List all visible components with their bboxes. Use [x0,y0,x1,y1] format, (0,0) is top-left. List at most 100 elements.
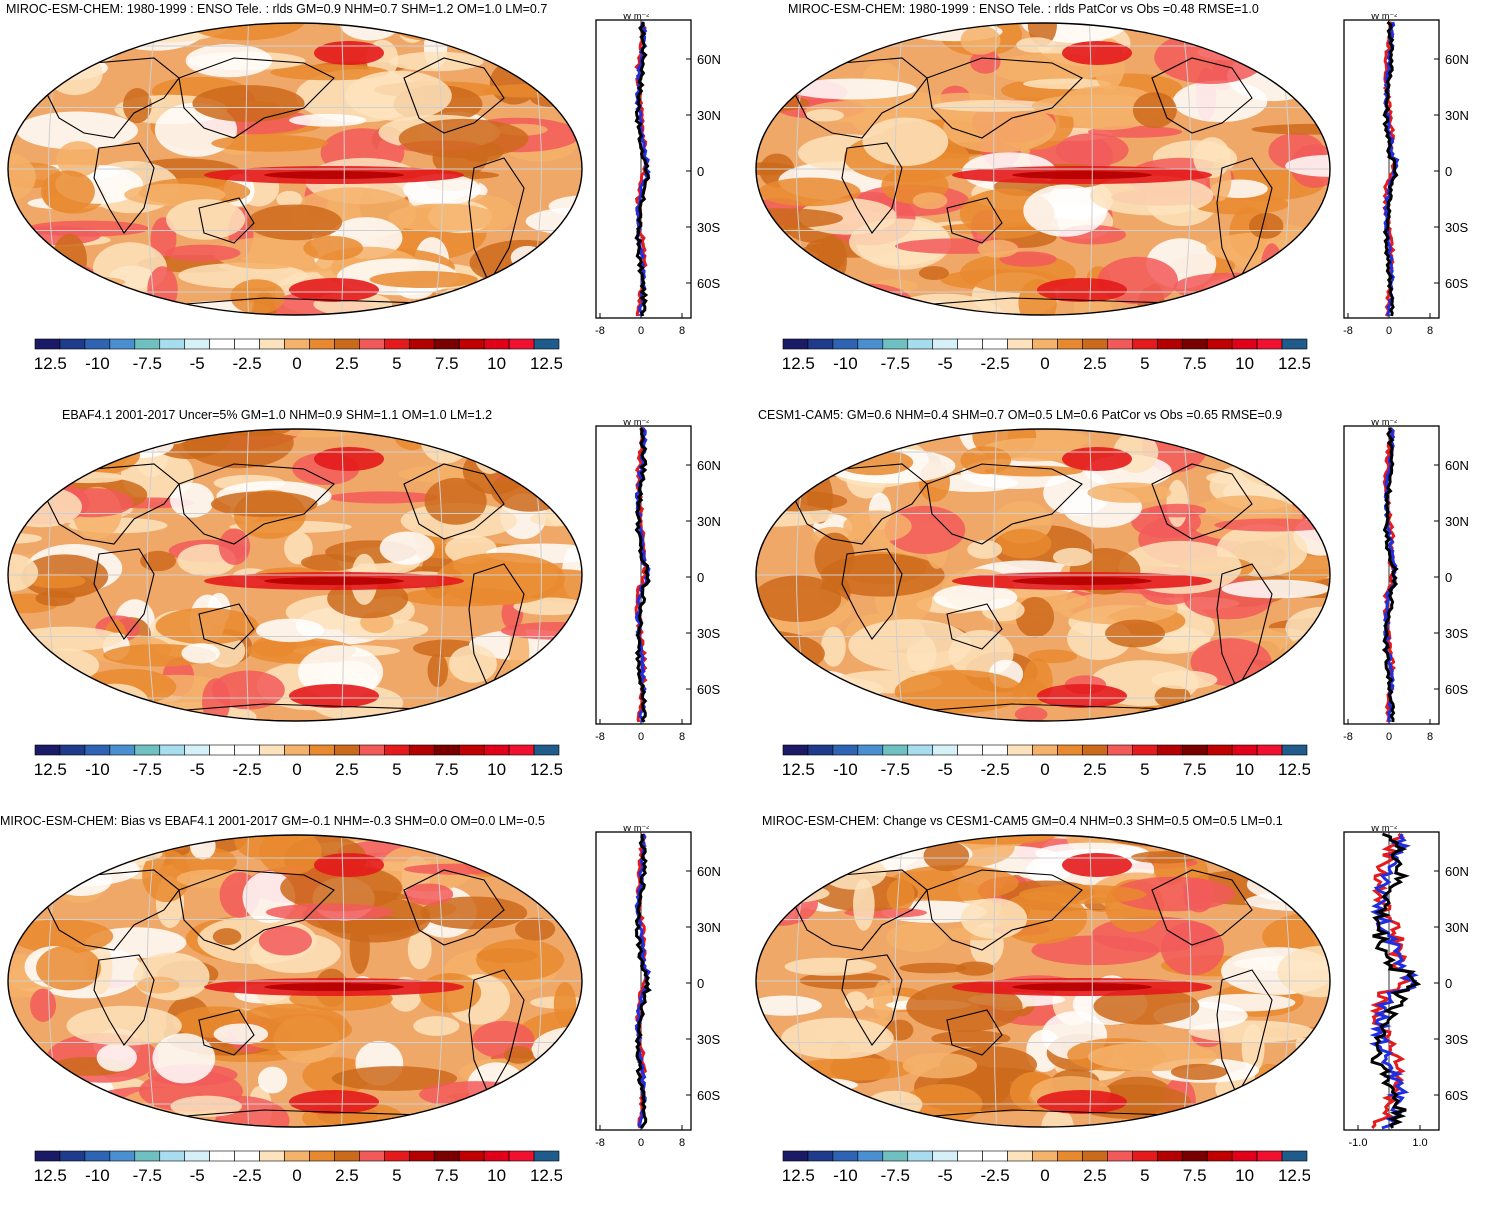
anomaly-patch [18,852,140,887]
anomaly-patch [257,1066,288,1094]
colorbar-label: -5 [938,354,953,372]
anomaly-patch [34,433,141,477]
anomaly-patch [552,274,582,291]
colorbar-label: 0 [1040,1166,1049,1184]
colorbar-swatch [1256,1150,1283,1162]
anomaly-patch [61,23,85,68]
anomaly-patch [35,590,76,607]
colorbar-swatch [932,338,958,350]
panel-title: MIROC-ESM-CHEM: Bias vs EBAF4.1 2001-201… [0,814,545,828]
anomaly-patch [265,903,394,921]
anomaly-patch [1285,154,1330,177]
anomaly-patch [369,271,478,289]
anomaly-patch [212,670,285,710]
colorbar-swatch [184,744,210,756]
anomaly-patch [258,926,312,956]
anomaly-patch [756,23,814,26]
colorbar-swatch [932,744,958,756]
colorbar-label: 7.5 [1183,354,1207,372]
colorbar-label: -5 [190,1166,205,1184]
anomaly-patch [289,113,367,127]
coastline [841,548,903,640]
graticule-lon [341,23,345,315]
map-panel-1: MIROC-ESM-CHEM: 1980-1999 : ENSO Tele. :… [0,0,742,394]
y-tick-label: 0 [697,976,704,991]
anomaly-patch [1251,123,1330,135]
colorbar-label: 10 [487,354,506,372]
anomaly-patch [11,429,63,445]
graticule-lon [146,23,156,315]
x-tick-label: -8 [595,731,605,740]
colorbar: -12.5 -10 -7.5 -5 -2.5 0 2.5 5 7.5 10 12.5 [34,744,562,778]
anomaly-patch [1131,851,1198,864]
coastline [926,57,1083,139]
anomaly-patch [984,465,1083,477]
zonal-plot-frame [595,425,692,725]
equatorial-core [1012,171,1152,179]
x-tick-label: 0 [1386,731,1392,740]
anomaly-patch [30,286,117,315]
anomaly-patch [387,203,499,233]
anomaly-patch [1014,706,1048,721]
coastline [1151,57,1253,134]
zonal-unit: W m⁻² [623,826,649,833]
zonal-mean-line [634,21,651,317]
anomaly-patch [1212,23,1324,35]
coastline [43,57,180,139]
colorbar-swatch [533,1150,560,1162]
anomaly-patch [256,618,325,643]
colorbar-label: -10 [833,760,858,778]
antarctic-anomaly [289,278,379,302]
anomaly-patch [213,237,319,270]
coastline [403,57,505,134]
colorbar-label: 10 [487,760,506,778]
anomaly-patch [303,236,364,261]
anomaly-patch [955,961,996,976]
anomaly-patch [439,695,558,721]
colorbar-swatch [1181,1150,1208,1162]
zonal-unit: W m⁻² [1371,826,1397,833]
zonal-mean-plot: W m⁻² 60N 30N 0 30S 60S -8 0 8 [595,826,721,1146]
colorbar-swatch [458,1150,485,1162]
colorbar-label: 0 [1040,760,1049,778]
colorbar: -12.5 -10 -7.5 -5 -2.5 0 2.5 5 7.5 10 12.5 [782,338,1310,372]
colorbar-label: 12.5 [1278,1166,1310,1184]
colorbar-label: -10 [85,1166,110,1184]
panel-title: CESM1-CAM5: GM=0.6 NHM=0.4 SHM=0.7 OM=0.… [758,408,1283,422]
anomaly-patch [1027,23,1057,46]
colorbar-label: 10 [1235,1166,1254,1184]
y-tick-label: 60S [697,682,720,697]
robinson-map [755,22,1331,316]
map-panel-6: MIROC-ESM-CHEM: Change vs CESM1-CAM5 GM=… [748,812,1485,1206]
anomaly-patch [413,1016,460,1036]
anomaly-patch [398,118,529,159]
colorbar-label: 0 [292,760,301,778]
graticule-lon [894,23,904,315]
anomaly-patch [1279,878,1330,905]
anomaly-patch [147,266,178,313]
colorbar-label: 2.5 [1083,1166,1107,1184]
anomaly-patch [889,864,1019,902]
colorbar-label: 2.5 [1083,760,1107,778]
colorbar-swatch [259,744,285,756]
colorbar-swatch [1231,1150,1258,1162]
y-tick-label: 30N [1445,514,1469,529]
colorbar-swatch [359,338,385,350]
colorbar-swatch [832,1150,859,1162]
colorbar-swatch [209,338,235,350]
colorbar-swatch [1107,338,1133,350]
coastline [93,954,155,1046]
colorbar-swatch [782,744,809,756]
anomaly-patch [1287,74,1330,89]
zonal-plot-frame [595,831,692,1131]
antarctic-anomaly [1037,1090,1127,1114]
anomaly-patch [8,463,76,484]
colorbar-swatch [1057,1150,1083,1162]
anomaly-patch [11,626,122,652]
colorbar-label: 0 [292,1166,301,1184]
anomaly-patch [41,1107,143,1127]
anomaly-patch [507,459,582,474]
coastline [1216,969,1273,1097]
anomaly-patch [15,835,54,866]
colorbar-swatch [1032,338,1058,350]
